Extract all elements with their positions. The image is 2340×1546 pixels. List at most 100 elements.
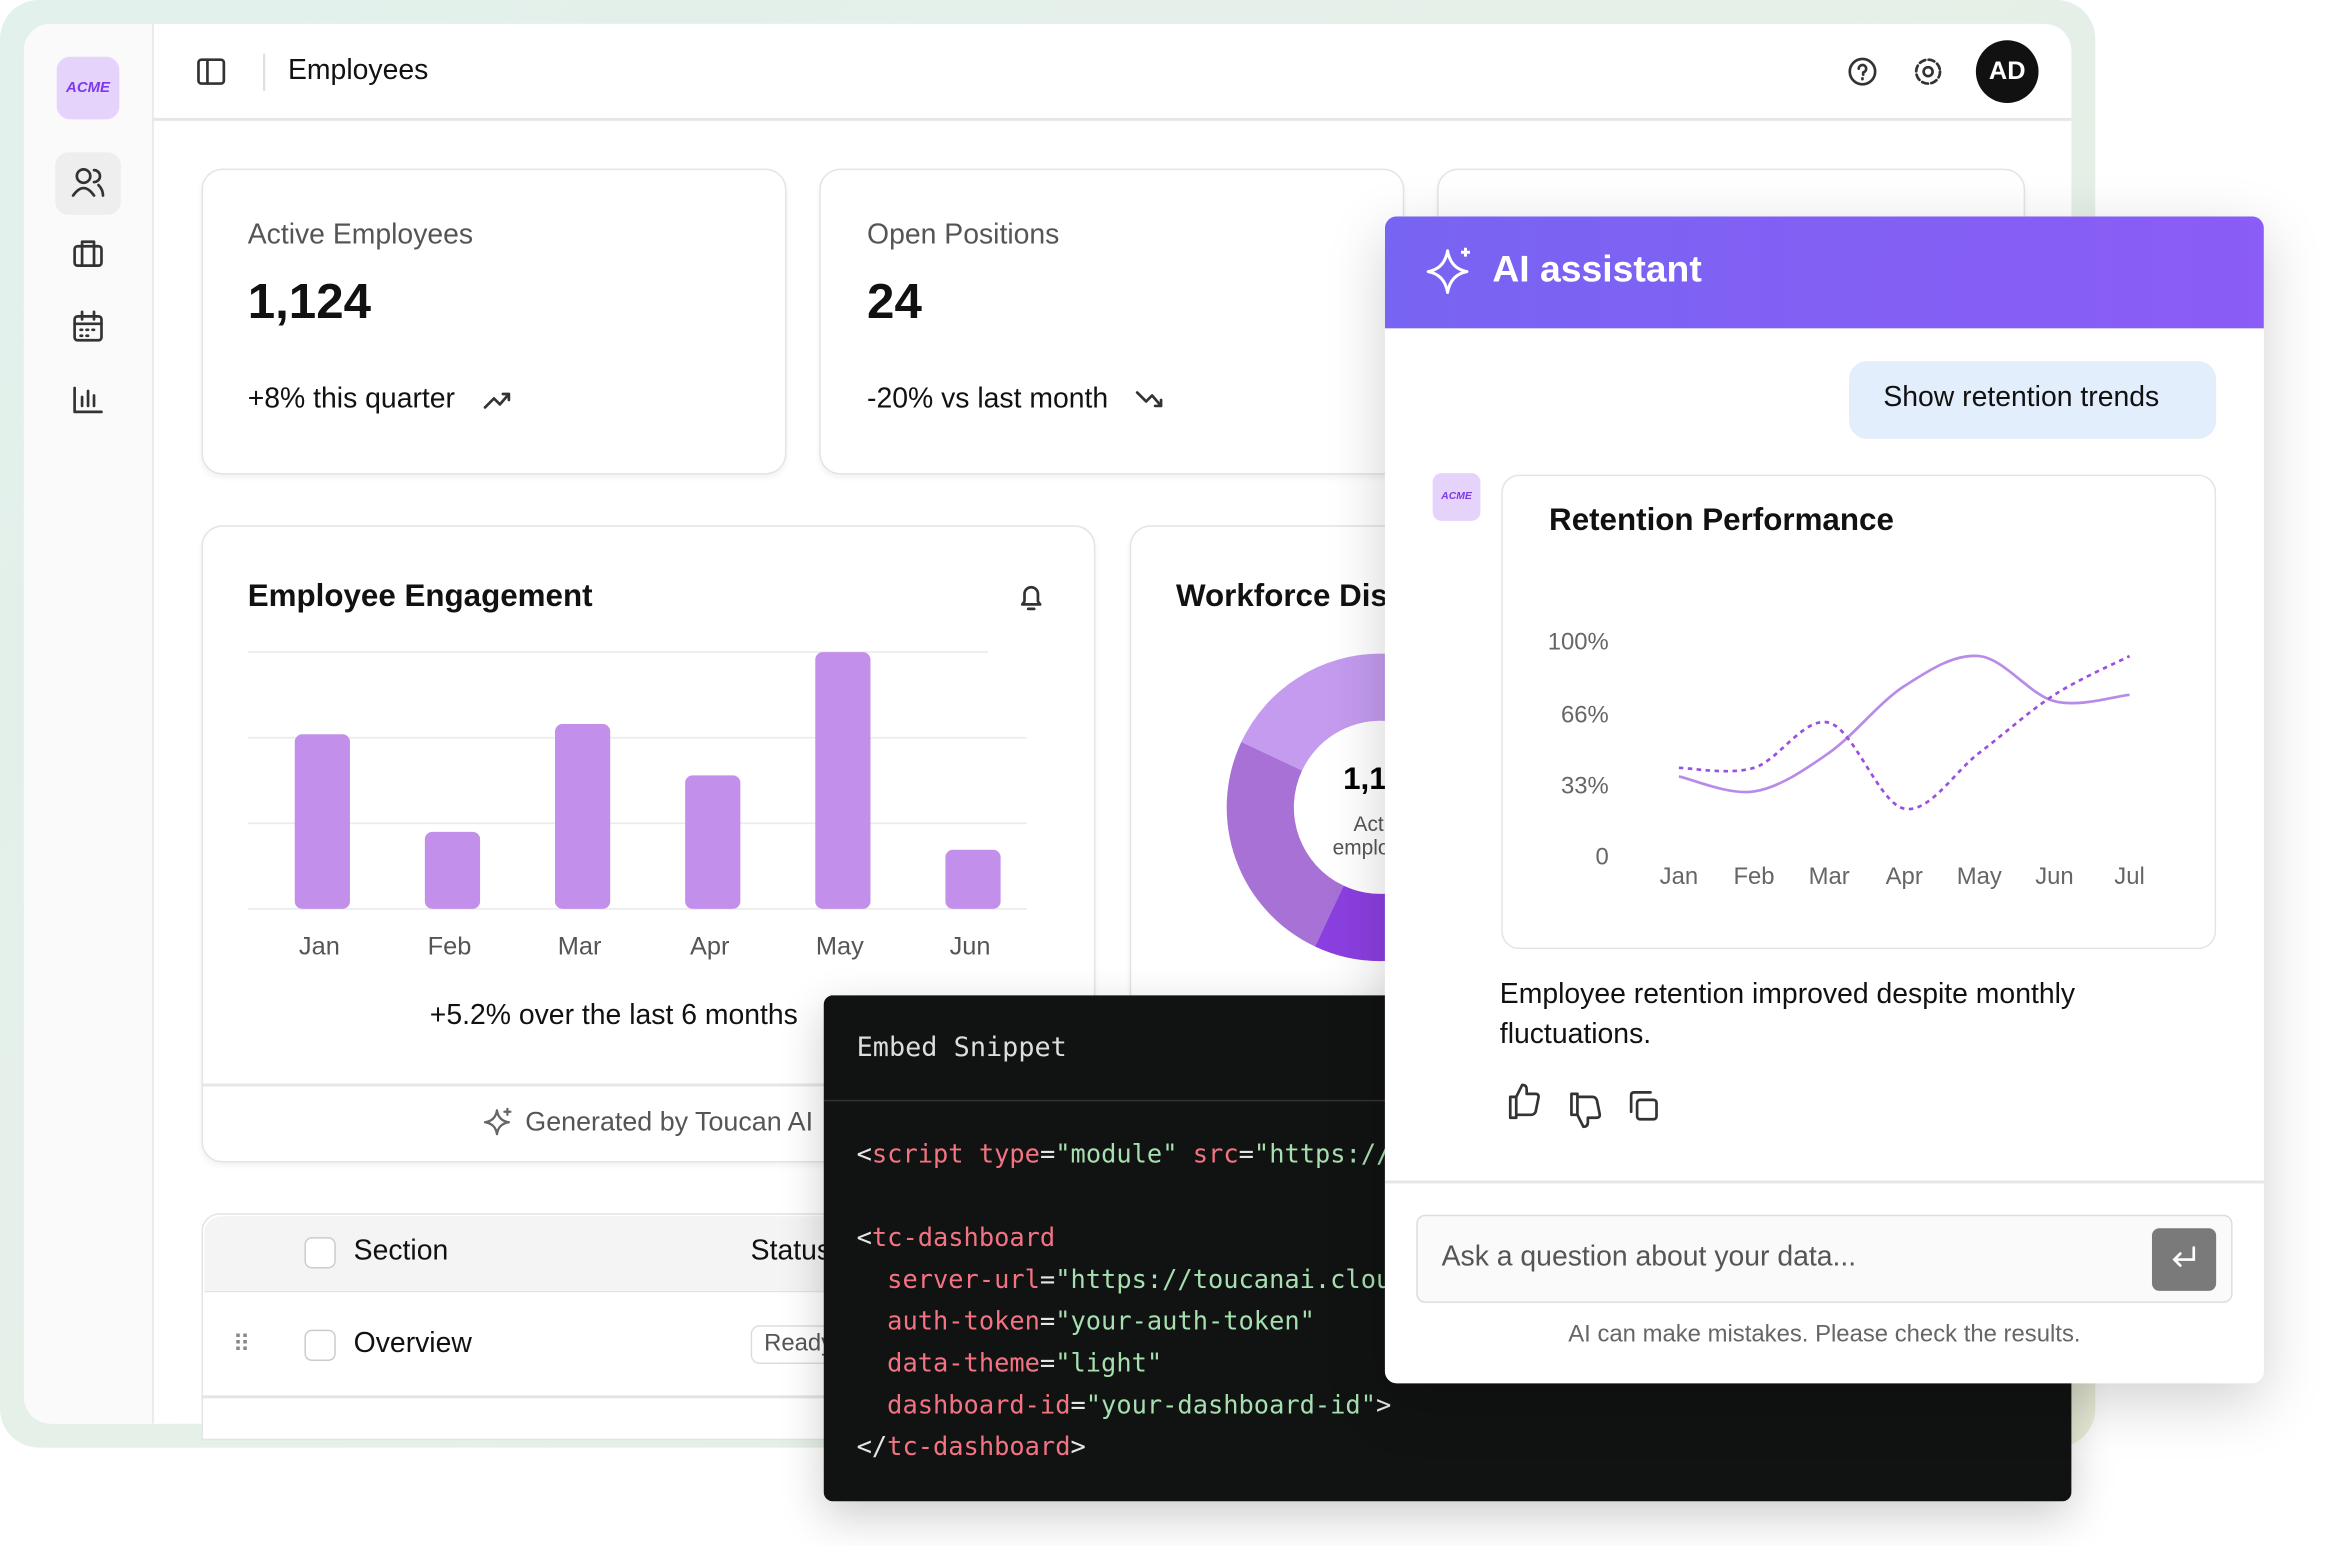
donut-label: Act (1354, 813, 1384, 836)
bar (424, 831, 481, 909)
chart-card (1501, 474, 2217, 950)
chart-title: Retention Performance (1549, 502, 1894, 538)
kpi-card (201, 168, 787, 475)
checkbox[interactable] (304, 1237, 336, 1269)
kpi-card (819, 168, 1405, 475)
x-tick-label: Jun (950, 932, 991, 960)
x-tick-label: May (1957, 863, 2002, 890)
settings-icon[interactable] (1914, 58, 1942, 85)
chat-input[interactable] (1416, 1214, 2233, 1303)
briefcase-icon[interactable] (73, 240, 103, 267)
sparkle-icon (483, 1107, 512, 1136)
y-tick-label: 100% (1548, 629, 1609, 656)
nav-active[interactable] (55, 152, 121, 215)
kpi-value: 1,124 (247, 273, 371, 329)
x-tick-label: Mar (1809, 863, 1850, 890)
user-message: Show retention trends (1883, 382, 2160, 414)
chart-icon[interactable] (73, 386, 103, 414)
y-tick-label: 0 (1595, 843, 1608, 870)
card-title: Workforce Dis (1175, 579, 1388, 614)
ai-title: AI assistant (1492, 248, 1702, 291)
people-icon[interactable] (71, 168, 105, 197)
code-line: <script type="module" src="https://tou (856, 1140, 1438, 1171)
column-header: Status (750, 1235, 832, 1268)
donut-segment (1314, 885, 1391, 962)
summary: +5.2% over the last 6 months (429, 999, 798, 1032)
bell-icon[interactable] (1020, 585, 1042, 611)
x-tick-label: Feb (428, 932, 472, 960)
avatar-text: AD (1988, 56, 2026, 86)
bar (294, 734, 350, 909)
trend-up-icon (483, 392, 511, 409)
x-tick-label: Mar (558, 932, 602, 960)
donut-segment (1226, 741, 1344, 947)
bot-logo-text: ACME (1441, 491, 1472, 503)
calendar-icon[interactable] (73, 310, 103, 342)
series-line (1678, 654, 2130, 794)
card-title: Employee Engagement (247, 579, 593, 614)
sparkle-icon (1426, 247, 1470, 294)
footer-note: Generated by Toucan AI (525, 1106, 814, 1137)
series-line (1678, 654, 2131, 811)
y-tick-label: 33% (1561, 772, 1609, 799)
code-line: </tc-dashboard> (856, 1432, 1086, 1463)
cell: Overview (353, 1328, 472, 1360)
sidebar-toggle[interactable] (197, 58, 226, 85)
status-badge: Ready (750, 1325, 847, 1365)
x-tick-label: Jan (1660, 863, 1698, 890)
bar (945, 849, 1001, 909)
copy-icon[interactable] (1629, 1091, 1658, 1121)
input-placeholder: Ask a question about your data... (1441, 1241, 1857, 1273)
page-title: Employees (288, 55, 429, 87)
x-tick-label: Apr (1886, 863, 1923, 890)
x-tick-label: May (816, 932, 864, 960)
code-line: data-theme="light" (887, 1349, 1163, 1379)
ai-graphics: 0 33% 66% 100% Jan Feb Mar Apr May Jun Jul (1426, 247, 2196, 1267)
kpi-value: 24 (867, 273, 922, 329)
donut-label: emplo (1333, 837, 1390, 860)
checkbox[interactable] (304, 1329, 336, 1362)
sidebar (23, 23, 154, 1424)
bot-logo (1432, 473, 1481, 521)
bar (685, 775, 741, 909)
code-title: Embed Snippet (856, 1031, 1067, 1064)
drag-handle[interactable]: ⠿ (232, 1332, 250, 1359)
code-line: <tc-dashboard (856, 1223, 1056, 1254)
y-tick-label: 66% (1561, 702, 1609, 729)
x-tick-label: Jan (299, 932, 340, 960)
help-icon[interactable] (1848, 57, 1877, 86)
code-line: auth-token="your-auth-token" (887, 1307, 1315, 1338)
x-tick-label: Jun (2035, 863, 2073, 890)
avatar[interactable] (1975, 40, 2039, 103)
kpi-change: -20% vs last month (867, 383, 1109, 415)
thumbs-up[interactable] (1508, 1083, 1540, 1120)
thumbs-down[interactable] (1570, 1092, 1602, 1129)
disclaimer: AI can make mistakes. Please check the r… (1568, 1322, 2081, 1348)
column-header: Section (353, 1235, 449, 1268)
x-tick-label: Apr (690, 932, 730, 960)
ai-panel: AI assistant Show retention trends ACME … (1384, 216, 2264, 1384)
divider (1384, 1180, 2264, 1183)
kpi-change: +8% this quarter (247, 383, 456, 415)
return-icon (2172, 1246, 2196, 1267)
ai-header (1384, 216, 2264, 329)
donut-value: 1,1 (1343, 761, 1387, 796)
ai-response: Employee retention improved despite mont… (1499, 978, 2076, 1051)
topbar-border (152, 117, 2072, 121)
logo[interactable] (56, 56, 120, 120)
card-divider (202, 1083, 1093, 1086)
code-line: dashboard-id="your-dashboard-id"> (887, 1390, 1392, 1421)
donut-segment (1241, 653, 1381, 771)
trend-down-icon (1135, 391, 1163, 408)
kpi-label: Active Employees (247, 219, 474, 251)
x-tick-label: Feb (1733, 863, 1774, 890)
x-tick-label: Jul (2114, 863, 2145, 890)
bar (555, 724, 611, 909)
user-bubble (1849, 361, 2217, 439)
code-line: server-url="https://toucanai.cloud/a (887, 1265, 1438, 1296)
kpi-label: Open Positions (867, 219, 1060, 251)
bar (815, 652, 871, 909)
logo-text: ACME (66, 79, 111, 97)
